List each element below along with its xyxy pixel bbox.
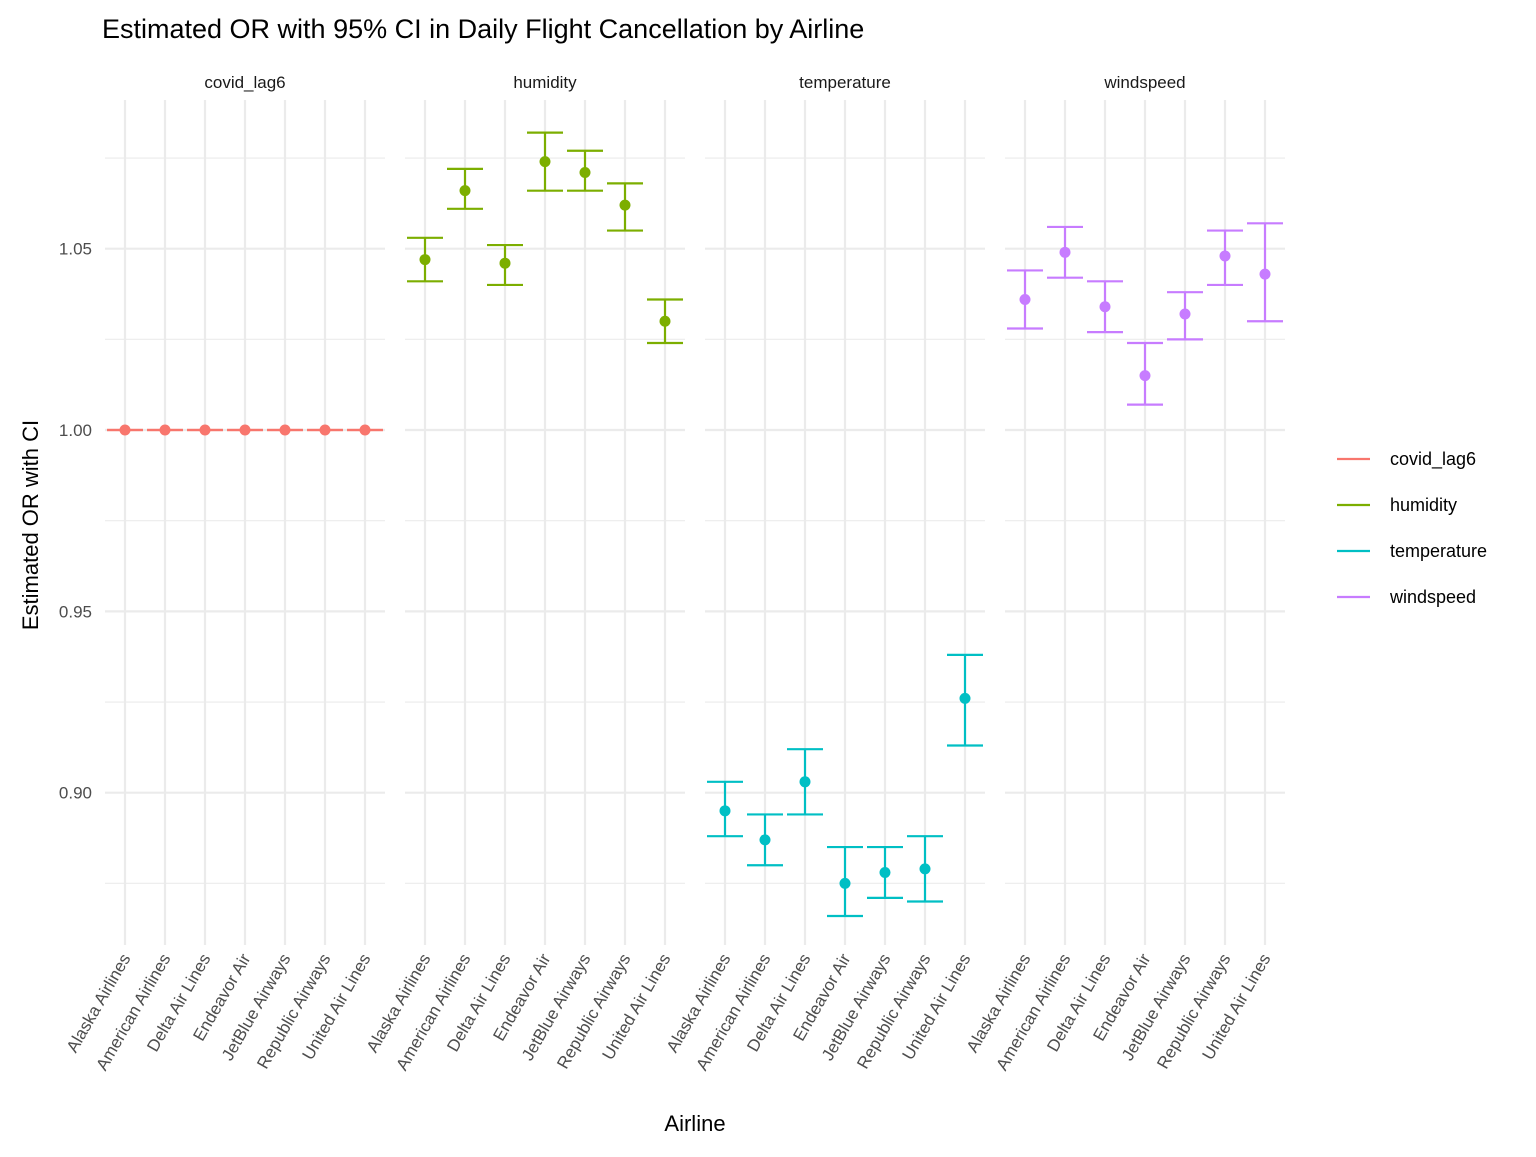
errorbar: [607, 182, 643, 232]
errorbar: [527, 131, 563, 192]
legend: covid_lag6 humidity temperature windspeed: [1337, 449, 1487, 607]
legend-item: windspeed: [1337, 587, 1476, 607]
legend-item: temperature: [1337, 541, 1487, 561]
estimate-point: [839, 877, 851, 889]
errorbar: [787, 748, 823, 816]
facet-strip-label: temperature: [799, 73, 891, 92]
estimate-point: [1179, 308, 1191, 320]
estimate-point: [759, 834, 771, 846]
facet-strip-label: humidity: [513, 73, 577, 92]
estimate-point: [199, 424, 211, 436]
estimate-point: [159, 424, 171, 436]
errorbar: [707, 780, 743, 838]
legend-label: humidity: [1390, 495, 1457, 515]
y-tick-label: 1.05: [59, 240, 92, 259]
errorbar: [447, 167, 483, 210]
estimate-point: [459, 185, 471, 197]
errorbar: [227, 424, 263, 436]
estimate-point: [799, 776, 811, 788]
errorbar: [307, 424, 343, 436]
estimate-point: [1139, 370, 1151, 382]
legend-label: covid_lag6: [1390, 449, 1476, 470]
estimate-point: [239, 424, 251, 436]
estimate-point: [359, 424, 371, 436]
y-axis-title: Estimated OR with CI: [18, 420, 43, 630]
y-tick-label: 0.95: [59, 602, 92, 621]
errorbar: [267, 424, 303, 436]
estimate-point: [1059, 246, 1071, 258]
chart-title: Estimated OR with 95% CI in Daily Flight…: [102, 14, 864, 44]
legend-item: covid_lag6: [1337, 449, 1476, 470]
estimate-point: [539, 156, 551, 168]
y-tick-label: 0.90: [59, 784, 92, 803]
errorbar: [567, 149, 603, 192]
errorbar: [487, 243, 523, 287]
estimate-point: [719, 805, 731, 817]
errorbar: [1127, 341, 1163, 406]
estimate-point: [1219, 250, 1231, 262]
errorbar: [1087, 280, 1123, 334]
estimate-point: [419, 254, 431, 266]
errorbar: [347, 424, 383, 436]
estimate-point: [659, 315, 671, 327]
legend-label: windspeed: [1389, 587, 1476, 607]
legend-label: temperature: [1390, 541, 1487, 561]
estimate-point: [579, 167, 591, 179]
errorbar: [867, 845, 903, 899]
errorbar: [1247, 222, 1283, 323]
errorbar: [647, 298, 683, 345]
y-axis: 0.90 0.95 1.00 1.05: [59, 240, 92, 803]
estimate-point: [1259, 268, 1271, 280]
errorbar: [107, 424, 143, 436]
facet-strip-label: windspeed: [1103, 73, 1185, 92]
x-axis-title: Airline: [664, 1111, 725, 1136]
facet-strip-label: covid_lag6: [204, 73, 285, 92]
estimate-point: [879, 866, 891, 878]
errorbar: [947, 653, 983, 747]
y-tick-label: 1.00: [59, 421, 92, 440]
errorbar: [907, 835, 943, 903]
errorbar: [147, 424, 183, 436]
estimate-point: [119, 424, 131, 436]
errorbar: [1047, 225, 1083, 279]
estimate-point: [1099, 301, 1111, 313]
errorbar: [407, 236, 443, 283]
estimate-point: [319, 424, 331, 436]
errorbar: [1207, 229, 1243, 287]
estimate-point: [499, 257, 511, 269]
estimate-point: [619, 199, 631, 211]
errorbar: [1167, 291, 1203, 341]
estimate-point: [1019, 293, 1031, 305]
errorbar: [747, 813, 783, 867]
estimate-point: [919, 863, 931, 875]
errorbar: [187, 424, 223, 436]
legend-item: humidity: [1337, 495, 1457, 515]
estimate-point: [959, 692, 971, 704]
errorbar: [827, 845, 863, 918]
errorbar: [1007, 269, 1043, 330]
estimate-point: [279, 424, 291, 436]
